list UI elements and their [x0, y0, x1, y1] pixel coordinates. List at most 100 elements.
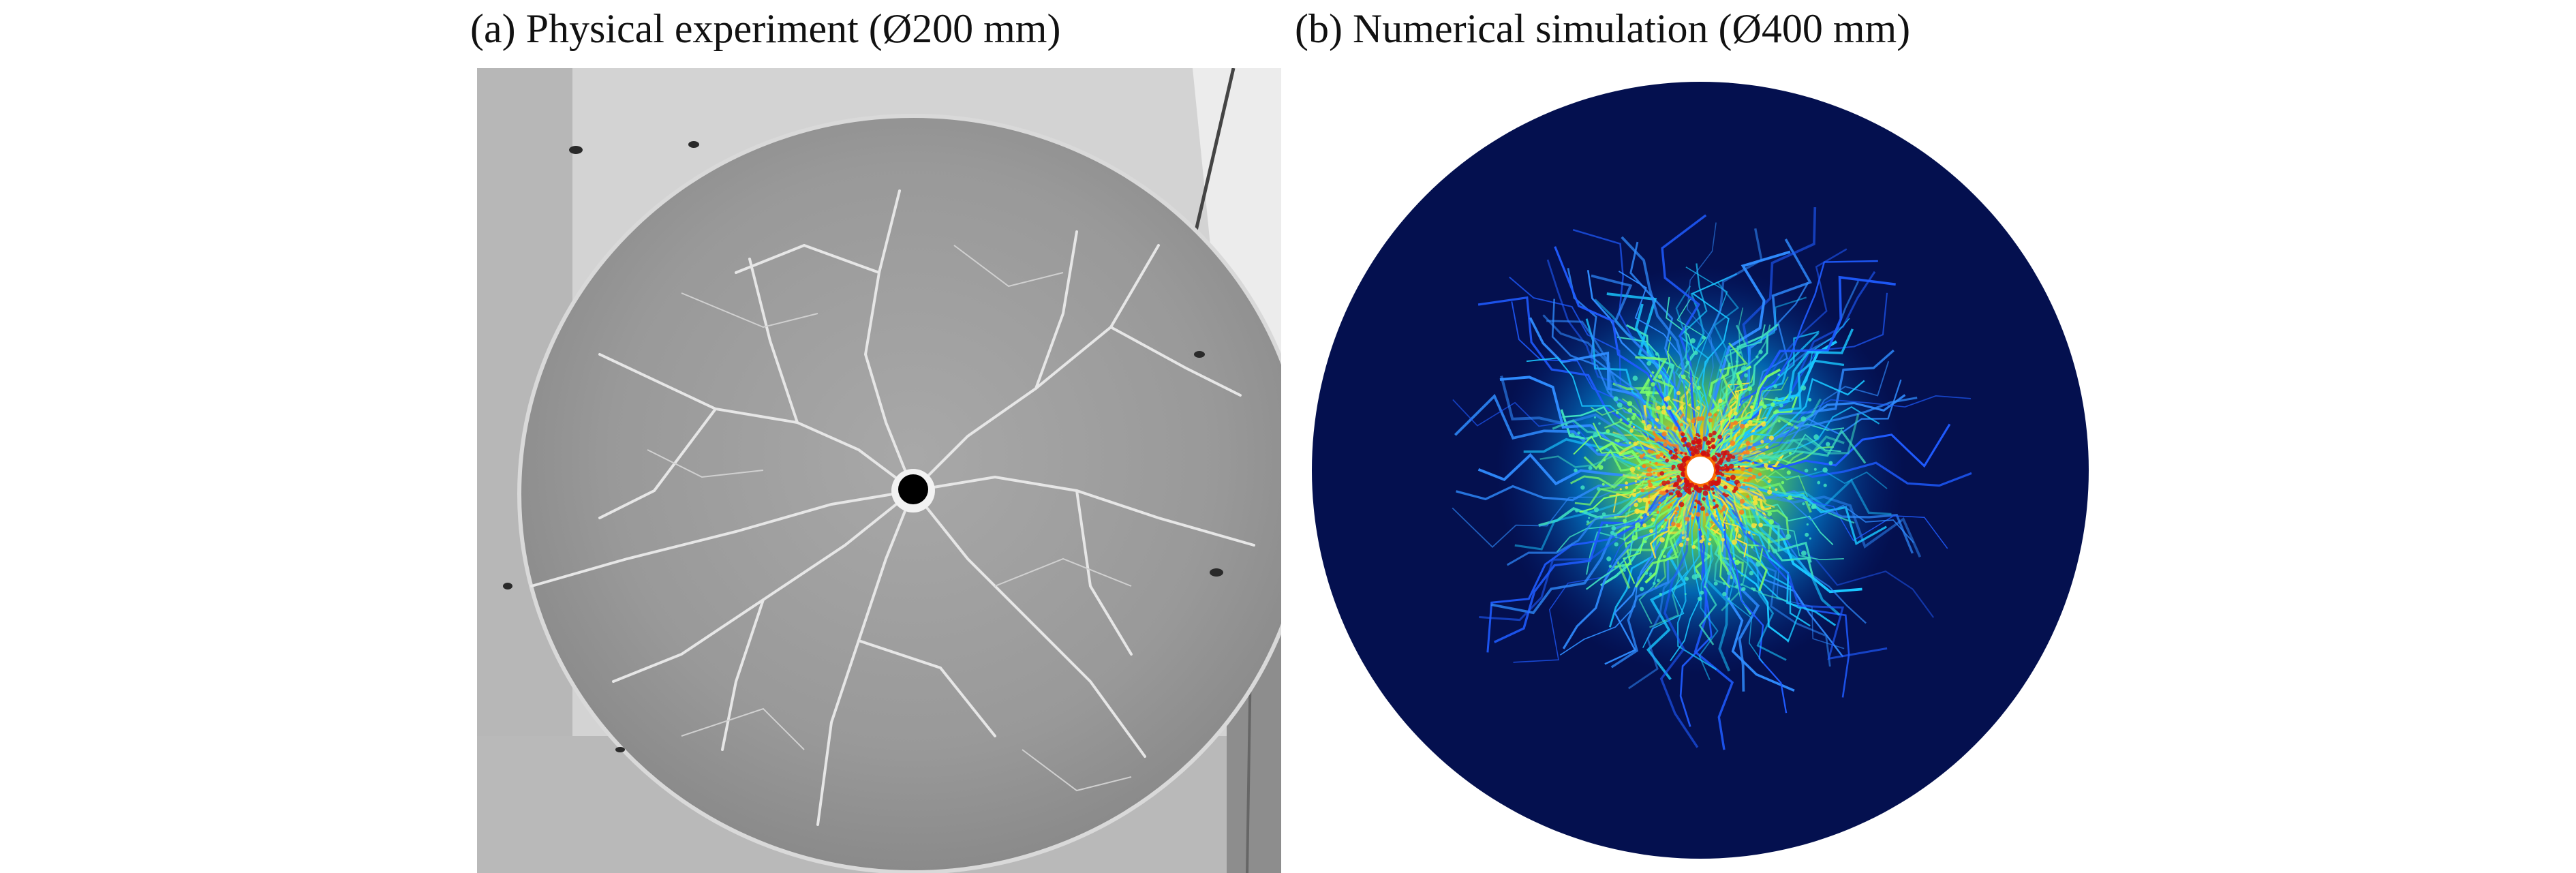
damage-speckle	[1577, 431, 1580, 435]
damage-speckle	[1732, 489, 1736, 493]
damage-speckle	[1733, 411, 1738, 416]
damage-speckle	[1681, 473, 1685, 477]
damage-speckle	[1598, 422, 1601, 425]
damage-speckle	[1670, 503, 1673, 507]
damage-speckle	[1805, 532, 1809, 537]
damage-speckle	[1665, 459, 1669, 463]
damage-speckle	[1646, 438, 1650, 440]
damage-speckle	[1700, 590, 1704, 595]
damage-speckle	[1688, 403, 1691, 406]
damage-speckle	[1786, 470, 1791, 475]
damage-speckle	[1661, 409, 1666, 414]
damage-speckle	[1646, 424, 1652, 429]
damage-speckle	[1730, 440, 1736, 446]
crack-ray	[1714, 479, 1844, 561]
damage-speckle	[1806, 523, 1809, 526]
damage-speckle	[1634, 480, 1638, 483]
damage-speckle	[1666, 480, 1670, 485]
damage-speckle	[1715, 468, 1719, 472]
crack-ray	[1644, 376, 1692, 457]
damage-speckle	[1640, 488, 1645, 493]
damage-speckle	[1649, 572, 1652, 575]
crack-ray	[1710, 483, 1888, 660]
damage-speckle	[1721, 507, 1726, 512]
damage-speckle	[1655, 461, 1658, 465]
damage-speckle	[1708, 412, 1712, 417]
crack-ray	[1714, 398, 1822, 463]
damage-speckle	[1632, 376, 1638, 381]
damage-speckle	[1741, 587, 1746, 592]
damage-speckle	[1659, 483, 1663, 487]
damage-speckle	[1649, 451, 1651, 454]
damage-speckle	[1657, 505, 1660, 508]
damage-speckle	[1775, 397, 1779, 401]
damage-speckle	[1606, 429, 1610, 433]
damage-speckle	[1659, 490, 1663, 495]
damage-speckle	[1702, 487, 1704, 491]
damage-speckle	[1700, 416, 1705, 421]
damage-speckle	[1715, 453, 1717, 455]
damage-speckle	[1676, 495, 1680, 498]
damage-speckle	[1729, 425, 1733, 429]
damage-speckle	[1693, 506, 1697, 508]
damage-speckle	[1685, 386, 1687, 388]
crack-ray	[1634, 485, 1696, 588]
damage-speckle	[1616, 411, 1619, 414]
damage-speckle	[1696, 433, 1700, 437]
damage-speckle	[1704, 585, 1706, 588]
damage-speckle	[1642, 464, 1645, 468]
damage-speckle	[1708, 441, 1712, 444]
crack-ray	[1717, 472, 1773, 483]
damage-speckle	[1640, 516, 1643, 519]
damage-speckle	[1711, 481, 1716, 486]
damage-speckle	[1734, 560, 1740, 565]
crack-ray	[1701, 487, 1731, 672]
damage-speckle	[1720, 466, 1726, 472]
damage-speckle	[1702, 436, 1708, 442]
damage-speckle	[1664, 518, 1668, 522]
crack-ray	[1705, 486, 1764, 664]
damage-speckle	[1651, 450, 1654, 453]
damage-speckle	[1693, 485, 1698, 491]
damage-speckle	[1743, 574, 1747, 578]
damage-speckle	[1623, 569, 1626, 572]
damage-speckle	[1751, 523, 1757, 529]
crack-ray	[1707, 387, 1751, 455]
damage-speckle	[1809, 537, 1811, 540]
damage-speckle	[1677, 486, 1681, 490]
damage-speckle	[1600, 516, 1603, 519]
damage-speckle	[1717, 434, 1722, 440]
damage-speckle	[1658, 502, 1661, 505]
damage-speckle	[1649, 461, 1652, 463]
damage-speckle	[1678, 542, 1684, 547]
damage-speckle	[1639, 454, 1644, 459]
damage-speckle	[1751, 474, 1756, 480]
damage-speckle	[1647, 480, 1651, 484]
damage-speckle	[1668, 450, 1673, 455]
damage-speckle	[1800, 416, 1807, 422]
crack-ray	[1552, 419, 1685, 466]
damage-speckle	[1637, 466, 1640, 470]
damage-speckle	[1655, 352, 1659, 356]
damage-speckle	[1728, 597, 1730, 600]
damage-speckle	[1601, 512, 1606, 517]
damage-speckle	[1690, 338, 1696, 343]
damage-speckle	[1714, 413, 1717, 417]
damage-speckle	[1678, 502, 1685, 508]
specimen-fine-cracks	[647, 245, 1132, 792]
damage-speckle	[1702, 335, 1706, 340]
damage-speckle	[1828, 461, 1833, 465]
damage-speckle	[1752, 461, 1755, 464]
damage-speckle	[1751, 446, 1756, 451]
damage-speckle	[1768, 461, 1770, 463]
damage-speckle	[1735, 360, 1739, 363]
physical-experiment-image	[477, 68, 1281, 873]
damage-speckle	[1696, 500, 1701, 505]
damage-speckle	[1659, 452, 1664, 457]
crack-ray	[1716, 473, 1855, 524]
crack-ray	[1659, 487, 1700, 748]
damage-speckle	[1823, 483, 1827, 487]
damage-speckle	[1813, 434, 1819, 440]
damage-speckle	[1755, 355, 1759, 359]
damage-speckle	[1706, 453, 1711, 457]
